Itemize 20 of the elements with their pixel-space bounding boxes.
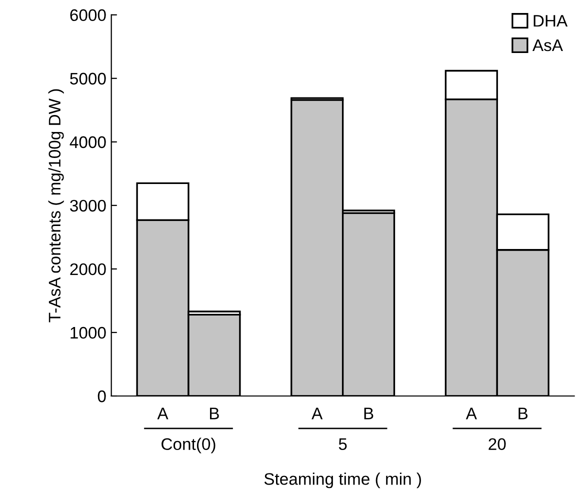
x-tick-label: A [312, 408, 323, 420]
x-tick-label: B [518, 408, 528, 420]
y-tick-label: 1000 [70, 326, 106, 339]
y-axis-title: T-AsA contents ( mg/100g DW ) [48, 89, 64, 322]
x-tick-label: A [466, 408, 477, 420]
y-tick-label: 2000 [70, 263, 106, 276]
x-tick-label: B [210, 408, 219, 420]
text: Cont(0) [162, 438, 216, 454]
y-tick-label: 5000 [70, 72, 106, 85]
y-tick-label: 6000 [70, 9, 106, 22]
legend-label: DHA [534, 15, 568, 27]
text: 5 [338, 438, 347, 450]
legend-label: AsA [532, 40, 563, 52]
y-tick-label: 4000 [70, 136, 106, 148]
y-tick-label: 3000 [70, 200, 106, 212]
x-tick-label: B [364, 408, 374, 420]
x-axis-title: Steaming time ( min ) [264, 472, 421, 488]
text: 20 [488, 438, 506, 450]
x-tick-label: A [157, 408, 168, 420]
y-tick-label: 0 [98, 390, 106, 402]
